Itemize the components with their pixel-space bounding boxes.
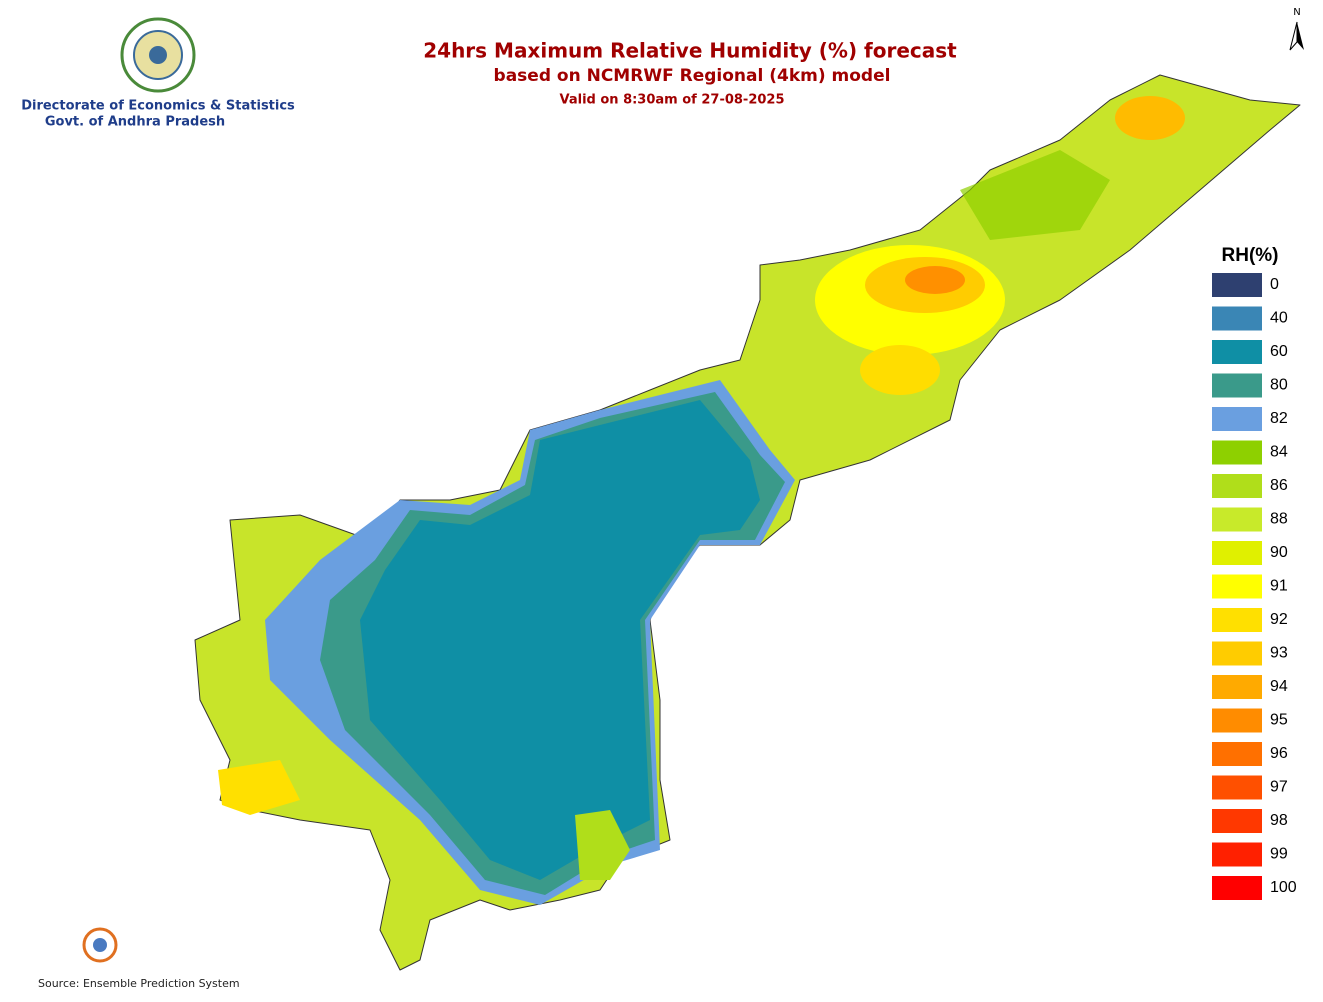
legend-label: 88	[1270, 511, 1288, 528]
legend-label: 60	[1270, 343, 1288, 360]
region-86	[575, 810, 630, 880]
legend-label: 94	[1270, 678, 1288, 695]
legend-title: RH(%)	[1222, 245, 1279, 266]
legend-swatch	[1212, 775, 1262, 800]
legend-label: 98	[1270, 812, 1288, 829]
title: 24hrs Maximum Relative Humidity (%) fore…	[423, 39, 957, 63]
legend-label: 99	[1270, 846, 1288, 863]
legend-swatch	[1212, 675, 1262, 699]
region-95	[905, 266, 965, 294]
legend-label: 91	[1270, 578, 1288, 595]
source: Source: Ensemble Prediction System	[38, 977, 240, 990]
region-92-east	[860, 345, 940, 395]
legend-swatch	[1212, 407, 1262, 431]
legend-label: 80	[1270, 377, 1288, 394]
legend-swatch	[1212, 507, 1262, 532]
legend-label: 84	[1270, 444, 1288, 461]
legend-swatch	[1212, 842, 1262, 867]
legend-swatch	[1212, 809, 1262, 833]
legend-swatch	[1212, 541, 1262, 565]
region-92	[218, 760, 300, 815]
legend-label: 97	[1270, 779, 1288, 796]
org-line1: Directorate of Economics & Statistics	[21, 99, 295, 114]
logo	[120, 17, 196, 93]
north-arrow: N	[1289, 7, 1304, 51]
subtitle: based on NCMRWF Regional (4km) model	[494, 66, 891, 86]
legend-swatch	[1212, 641, 1262, 666]
north-label: N	[1293, 7, 1300, 18]
legend-swatch	[1212, 574, 1262, 599]
legend-label: 92	[1270, 611, 1288, 628]
legend-label: 90	[1270, 544, 1288, 561]
legend-label: 93	[1270, 645, 1288, 662]
legend-label: 82	[1270, 410, 1288, 427]
legend-label: 86	[1270, 477, 1288, 494]
legend-label: 40	[1270, 310, 1288, 327]
region-60	[360, 400, 760, 880]
legend-label: 0	[1270, 276, 1279, 293]
legend-swatch	[1212, 273, 1262, 297]
legend-swatch	[1212, 474, 1262, 498]
map	[194, 74, 1301, 971]
legend-swatch	[1212, 876, 1262, 900]
legend-swatch	[1212, 742, 1262, 766]
legend-label: 96	[1270, 745, 1288, 762]
legend-swatch	[1212, 708, 1262, 733]
legend-label: 95	[1270, 712, 1288, 729]
org-line2: Govt. of Andhra Pradesh	[45, 115, 225, 130]
valid-date: Valid on 8:30am of 27-08-2025	[559, 93, 784, 108]
legend-swatch	[1212, 608, 1262, 632]
legend-label: 100	[1270, 879, 1297, 896]
legend-swatch	[1212, 373, 1262, 398]
region-84	[960, 150, 1110, 240]
region-93-north	[1115, 96, 1185, 140]
legend-swatch	[1212, 306, 1262, 331]
legend: 0 40 60 80 82 84 86 88 90 91 92 93 94 95 96 97 98 99 100	[1212, 273, 1297, 900]
ncmrwf-logo	[82, 927, 118, 963]
legend-swatch	[1212, 340, 1262, 364]
legend-swatch	[1212, 440, 1262, 465]
